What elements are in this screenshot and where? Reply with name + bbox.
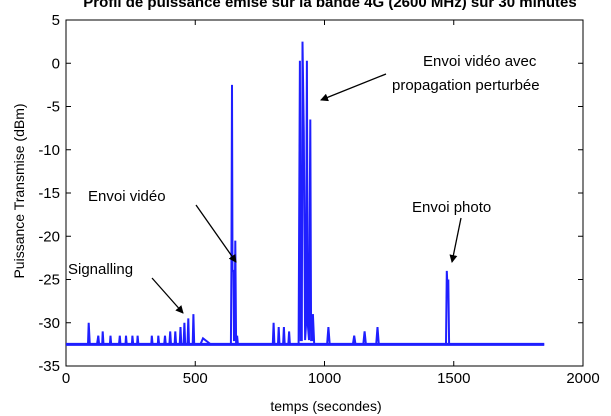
plot-frame (65, 19, 584, 367)
plot-area (65, 19, 584, 367)
y-tick-label: -20 (38, 228, 60, 245)
y-tick-label: -10 (38, 142, 60, 159)
y-tick-label: -15 (38, 185, 60, 202)
arrow-video-perturbed (320, 73, 387, 102)
annotation-video-perturbed-line2: propagation perturbée (392, 77, 540, 94)
arrow-signalling (151, 277, 184, 314)
y-tick-label: 0 (52, 55, 60, 72)
x-tick-label: 0 (62, 370, 70, 387)
axis-ticks: 0 500 1000 1500 2000 5 0 -5 -10 -15 -20 -25 -30 -35 (38, 12, 599, 387)
arrow-photo (449, 217, 462, 263)
x-tick-label: 500 (183, 370, 208, 387)
annotation-signalling: Signalling (68, 261, 133, 278)
x-tick-label: 1500 (437, 370, 470, 387)
annotation-video-perturbed-line1: Envoi vidéo avec (423, 53, 537, 70)
x-tick-label: 2000 (566, 370, 599, 387)
x-tick-label: 1000 (308, 370, 341, 387)
y-tick-label: -5 (47, 99, 60, 116)
annotation-photo: Envoi photo (412, 199, 491, 216)
annotations: Envoi vidéo avec propagation perturbée E… (68, 53, 540, 314)
arrow-video (195, 204, 237, 263)
y-tick-label: -25 (38, 272, 60, 289)
y-tick-label: -35 (38, 358, 60, 375)
y-tick-label: -30 (38, 315, 60, 332)
series-line (66, 41, 545, 346)
x-axis-label: temps (secondes) (270, 398, 381, 414)
y-axis-label: Puissance Transmise (dBm) (11, 103, 27, 278)
annotation-video: Envoi vidéo (88, 188, 166, 205)
y-tick-label: 5 (52, 12, 60, 29)
chart-title: Profil de puissance émise sur la bande 4… (83, 0, 577, 11)
